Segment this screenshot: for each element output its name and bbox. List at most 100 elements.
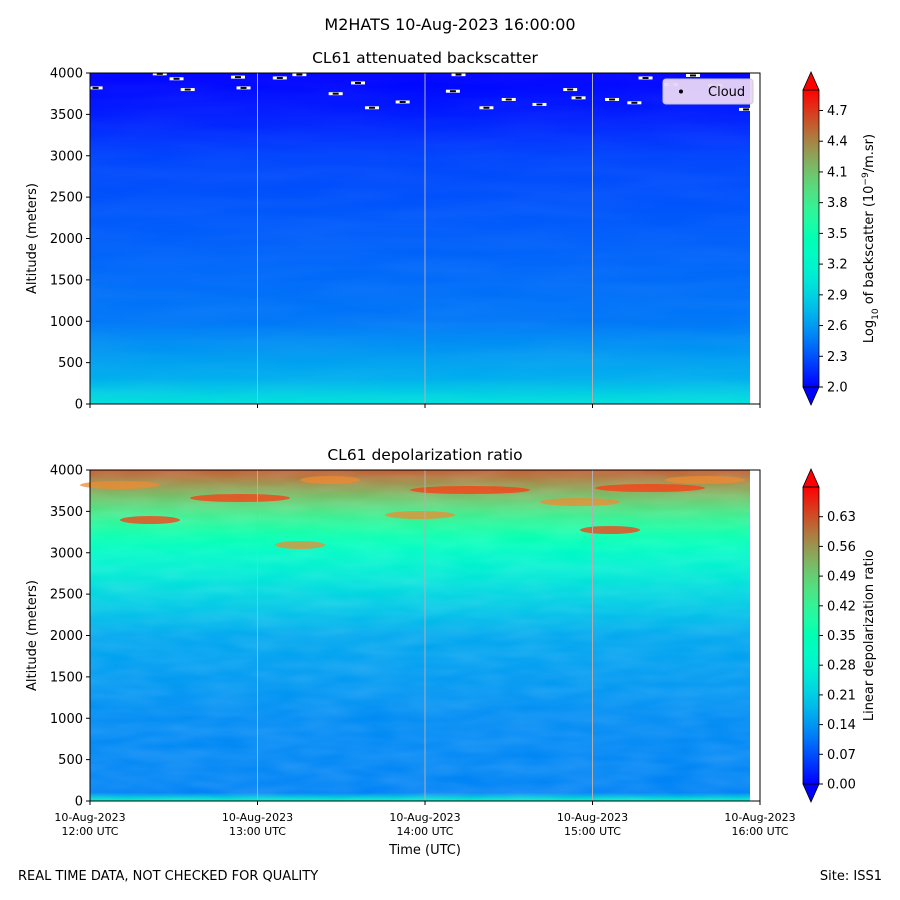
cloud-marker-core <box>631 101 638 104</box>
colorbar-extend-min <box>802 386 820 406</box>
y-tick-label: 2500 <box>50 191 83 206</box>
y-tick-label: 1500 <box>50 273 83 288</box>
colorbar-tick-label: 0.07 <box>827 748 856 763</box>
x-tick-label: 12:00 UTC <box>61 825 118 838</box>
cloud-marker-core <box>609 98 616 101</box>
cloud-marker-core <box>332 92 339 95</box>
x-tick-label: 15:00 UTC <box>564 825 621 838</box>
y-tick-label: 0 <box>75 398 83 413</box>
backscatter-panel-title: CL61 attenuated backscatter <box>312 49 538 67</box>
y-tick-label: 1000 <box>50 315 83 330</box>
depol-patch <box>595 484 705 492</box>
cloud-marker-core <box>92 86 99 89</box>
cloud-marker-core <box>276 76 283 79</box>
y-tick-label: 3000 <box>50 149 83 164</box>
cloud-marker-core <box>449 90 456 93</box>
quality-disclaimer: REAL TIME DATA, NOT CHECKED FOR QUALITY <box>18 869 319 884</box>
y-tick-label: 2000 <box>50 232 83 247</box>
depolarization-colorbar <box>803 487 819 784</box>
colorbar-label: Log10 of backscatter (10−9/m.sr) <box>861 134 881 343</box>
colorbar-frame <box>802 89 820 388</box>
depol-patch <box>580 526 640 534</box>
x-tick-label: 16:00 UTC <box>731 825 788 838</box>
legend-box <box>662 78 754 105</box>
cloud-marker-core <box>240 86 247 89</box>
x-tick-label: 10-Aug-2023 <box>222 811 293 824</box>
cloud-marker-core <box>455 73 462 76</box>
y-tick-label: 3000 <box>50 546 83 561</box>
colorbar-tick-label: 0.63 <box>827 510 856 525</box>
y-tick-label: 500 <box>58 356 83 371</box>
colorbar-tick-label: 2.3 <box>827 350 848 365</box>
depol-patch <box>275 541 325 549</box>
y-tick-label: 0 <box>75 795 83 810</box>
colorbar-tick-label: 0.35 <box>827 629 856 644</box>
colorbar-tick-label: 0.42 <box>827 599 856 614</box>
cloud-marker-core <box>575 96 582 99</box>
depol-patch <box>190 494 290 502</box>
colorbar-tick-label: 3.2 <box>827 258 848 273</box>
depol-patch <box>540 498 620 506</box>
colorbar-tick-label: 0.49 <box>827 570 856 585</box>
colorbar-extend-max <box>802 71 820 91</box>
x-tick-label: 13:00 UTC <box>229 825 286 838</box>
cloud-marker-core <box>483 106 490 109</box>
cloud-marker-core <box>234 76 241 79</box>
colorbar-tick-label: 0.00 <box>827 778 856 793</box>
site-label: Site: ISS1 <box>819 869 882 884</box>
y-tick-label: 1500 <box>50 670 83 685</box>
depol-patch <box>120 516 180 524</box>
backscatter-colorbar <box>803 90 819 387</box>
y-tick-label: 500 <box>58 753 83 768</box>
cloud-legend-marker <box>679 89 683 94</box>
y-tick-label: 2000 <box>50 629 83 644</box>
colorbar-tick-label: 2.0 <box>827 381 848 396</box>
y-axis-label: Altitude (meters) <box>25 580 40 691</box>
cloud-marker-core <box>296 73 303 76</box>
cloud-marker-core <box>567 88 574 91</box>
backscatter-heatmap-texture <box>90 73 750 404</box>
x-axis-label: Time (UTC) <box>389 843 461 858</box>
cloud-marker-core <box>399 100 406 103</box>
colorbar-label: Linear depolarization ratio <box>862 550 877 721</box>
x-tick-label: 14:00 UTC <box>396 825 453 838</box>
colorbar-tick-label: 0.56 <box>827 540 856 555</box>
figure-title: M2HATS 10-Aug-2023 16:00:00 <box>324 15 576 34</box>
y-tick-label: 3500 <box>50 108 83 123</box>
cloud-marker-core <box>690 74 696 77</box>
cloud-marker-core <box>368 106 375 109</box>
y-axis-label: Altitude (meters) <box>25 183 40 294</box>
x-tick-label: 10-Aug-2023 <box>54 811 125 824</box>
depolarization-heatmap-texture <box>90 470 750 801</box>
colorbar-extend-max <box>802 468 820 488</box>
depol-patch <box>385 511 455 519</box>
y-tick-label: 3500 <box>50 505 83 520</box>
colorbar-tick-label: 2.9 <box>827 288 848 303</box>
y-tick-label: 4000 <box>50 67 83 82</box>
colorbar-tick-label: 0.21 <box>827 688 856 703</box>
cloud-marker-core <box>355 81 361 84</box>
cloud-marker-core <box>184 88 191 91</box>
x-tick-label: 10-Aug-2023 <box>724 811 795 824</box>
depol-patch <box>80 481 160 489</box>
depolarization-panel: 0 500 1000 1500 2000 2500 3000 3500 4000 Altitude… <box>25 464 877 839</box>
y-tick-label: 2500 <box>50 588 83 603</box>
y-tick-label: 1000 <box>50 712 83 727</box>
backscatter-panel: 0 500 1000 1500 2000 2500 3000 3500 4000 Altitude… <box>25 67 881 413</box>
colorbar-tick-label: 3.8 <box>827 196 848 211</box>
cloud-marker-core <box>156 72 163 75</box>
x-tick-label: 10-Aug-2023 <box>389 811 460 824</box>
depol-patch <box>300 476 360 484</box>
y-tick-label: 4000 <box>50 464 83 479</box>
colorbar-tick-label: 2.6 <box>827 319 848 334</box>
cloud-marker-core <box>743 108 750 111</box>
colorbar-tick-label: 0.28 <box>827 659 856 674</box>
cloud-marker-core <box>505 98 512 101</box>
x-tick-label: 10-Aug-2023 <box>557 811 628 824</box>
colorbar-tick-label: 4.7 <box>827 104 848 119</box>
colorbar-tick-label: 4.1 <box>827 165 848 180</box>
cloud-marker-core <box>536 103 543 106</box>
colorbar-tick-label: 3.5 <box>827 227 848 242</box>
colorbar-tick-label: 4.4 <box>827 135 848 150</box>
